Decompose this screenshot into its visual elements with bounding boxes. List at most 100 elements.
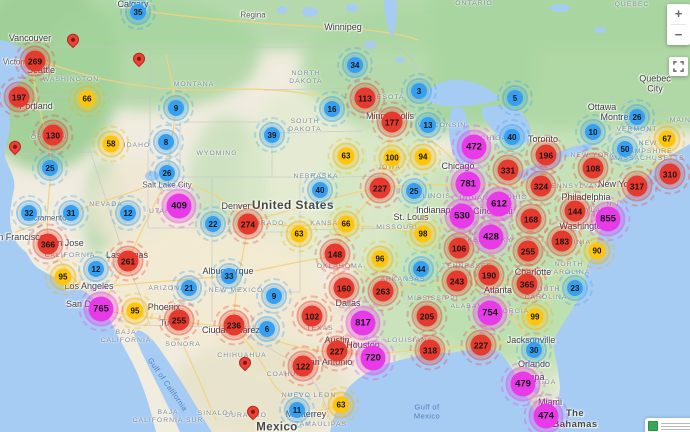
cluster-marker[interactable]: 8 <box>148 124 184 160</box>
cluster-marker[interactable]: 106 <box>438 227 480 269</box>
cluster-marker[interactable]: 39 <box>254 117 290 153</box>
cluster-marker[interactable]: 130 <box>32 114 74 156</box>
cluster-marker[interactable]: 227 <box>460 324 502 366</box>
cluster-marker[interactable]: 366 <box>27 223 69 265</box>
cluster-marker[interactable]: 122 <box>282 345 324 387</box>
cluster-marker[interactable]: 12 <box>78 251 114 287</box>
cluster-marker[interactable]: 227 <box>316 330 358 372</box>
cluster-marker[interactable]: 90 <box>578 232 616 270</box>
cluster-marker[interactable]: 102 <box>291 295 333 337</box>
cluster-marker[interactable]: 197 <box>0 76 40 118</box>
cluster-marker[interactable]: 67 <box>648 120 686 158</box>
cluster-marker[interactable]: 227 <box>359 167 401 209</box>
cluster-marker[interactable]: 183 <box>541 220 583 262</box>
cluster-marker[interactable]: 269 <box>14 40 56 82</box>
cluster-marker[interactable]: 25 <box>396 173 432 209</box>
cluster-marker[interactable]: 50 <box>607 131 643 167</box>
cluster-marker[interactable]: 32 <box>11 195 47 231</box>
zoom-control: + − <box>667 4 690 45</box>
fullscreen-icon <box>673 61 684 72</box>
cluster-marker[interactable]: 63 <box>280 215 318 253</box>
cluster-marker[interactable]: 26 <box>619 99 655 135</box>
cluster-marker[interactable]: 160 <box>323 267 365 309</box>
cluster-marker[interactable]: 243 <box>436 260 478 302</box>
zoom-out-button[interactable]: − <box>667 25 690 45</box>
cluster-marker[interactable]: 365 <box>506 263 548 305</box>
cluster-marker[interactable]: 96 <box>361 240 399 278</box>
cluster-marker[interactable]: 94 <box>404 138 442 176</box>
cluster-marker[interactable]: 66 <box>327 205 365 243</box>
cluster-marker[interactable]: 63 <box>327 137 365 175</box>
cluster-marker[interactable]: 22 <box>195 206 231 242</box>
cluster-marker[interactable]: 310 <box>649 153 690 195</box>
cluster-marker[interactable]: 331 <box>487 149 529 191</box>
cluster-marker[interactable]: 318 <box>409 329 451 371</box>
cluster-marker[interactable]: 44 <box>403 251 439 287</box>
cluster-marker[interactable]: 474 <box>523 393 569 432</box>
cluster-marker[interactable]: 11 <box>279 392 315 428</box>
cluster-marker[interactable]: 317 <box>616 165 658 207</box>
cluster-marker[interactable]: 196 <box>525 134 567 176</box>
cluster-marker[interactable]: 781 <box>445 161 491 207</box>
cluster-marker[interactable]: 855 <box>585 196 631 242</box>
cluster-marker[interactable]: 261 <box>107 240 149 282</box>
cluster-marker[interactable]: 479 <box>500 361 546 407</box>
cluster-marker[interactable]: 66 <box>68 80 106 118</box>
cluster-marker[interactable]: 190 <box>468 254 510 296</box>
cluster-marker[interactable]: 16 <box>314 91 350 127</box>
cluster-marker[interactable]: 25 <box>32 150 68 186</box>
cluster-marker[interactable]: 108 <box>572 147 614 189</box>
cluster-marker[interactable]: 12 <box>110 195 146 231</box>
cluster-marker[interactable]: 612 <box>476 181 522 227</box>
cluster-marker[interactable]: 255 <box>158 299 200 341</box>
cluster-marker[interactable]: 33 <box>211 258 247 294</box>
zoom-in-button[interactable]: + <box>667 4 690 24</box>
cluster-marker[interactable]: 409 <box>156 183 202 229</box>
cluster-marker[interactable]: 205 <box>406 295 448 337</box>
cluster-marker[interactable]: 113 <box>344 77 386 119</box>
cluster-marker[interactable]: 255 <box>507 230 549 272</box>
cluster-marker[interactable]: 324 <box>520 165 562 207</box>
cluster-marker[interactable]: 63 <box>322 386 360 424</box>
cluster-marker[interactable]: 148 <box>314 233 356 275</box>
cluster-marker[interactable]: 817 <box>340 300 386 346</box>
cluster-marker[interactable]: 5 <box>497 80 533 116</box>
cluster-marker[interactable]: 95 <box>116 292 154 330</box>
attribution-text-lines <box>661 422 690 430</box>
cluster-marker[interactable]: 13 <box>410 107 446 143</box>
cluster-marker[interactable]: 35 <box>120 0 156 30</box>
cluster-marker[interactable]: 26 <box>149 155 185 191</box>
fullscreen-button[interactable] <box>669 57 688 76</box>
cluster-marker[interactable]: 765 <box>78 286 124 332</box>
cluster-marker[interactable]: 236 <box>213 304 255 346</box>
cluster-marker[interactable]: 40 <box>302 172 338 208</box>
cluster-marker[interactable]: 472 <box>451 124 497 170</box>
cluster-marker[interactable]: 530 <box>439 193 485 239</box>
cluster-marker[interactable]: 3 <box>401 73 437 109</box>
cluster-marker[interactable]: 31 <box>53 195 89 231</box>
cluster-marker[interactable]: 6 <box>249 311 285 347</box>
cluster-marker[interactable]: 10 <box>575 114 611 150</box>
cluster-marker[interactable]: 30 <box>516 332 552 368</box>
cluster-marker[interactable]: 720 <box>350 335 396 381</box>
cluster-marker[interactable]: 99 <box>516 298 554 336</box>
cluster-marker[interactable]: 40 <box>494 119 530 155</box>
cluster-marker[interactable]: 95 <box>44 258 82 296</box>
cluster-marker[interactable]: 754 <box>467 290 513 336</box>
cluster-marker[interactable]: 428 <box>468 214 514 260</box>
cluster-marker[interactable]: 9 <box>158 90 194 126</box>
cluster-marker[interactable]: 23 <box>557 270 593 306</box>
cluster-marker[interactable]: 21 <box>171 270 207 306</box>
cluster-marker[interactable]: 100 <box>373 139 411 177</box>
cluster-marker[interactable]: 9 <box>256 278 292 314</box>
cluster-marker[interactable]: 263 <box>362 270 404 312</box>
cluster-marker[interactable]: 168 <box>510 198 552 240</box>
cluster-marker[interactable]: 144 <box>554 190 596 232</box>
map-attribution[interactable] <box>645 418 690 432</box>
cluster-marker[interactable]: 58 <box>92 125 130 163</box>
cluster-marker[interactable]: 34 <box>337 47 373 83</box>
cluster-marker[interactable]: 177 <box>371 101 413 143</box>
cluster-marker[interactable]: 274 <box>227 203 269 245</box>
cluster-marker[interactable]: 98 <box>404 215 442 253</box>
